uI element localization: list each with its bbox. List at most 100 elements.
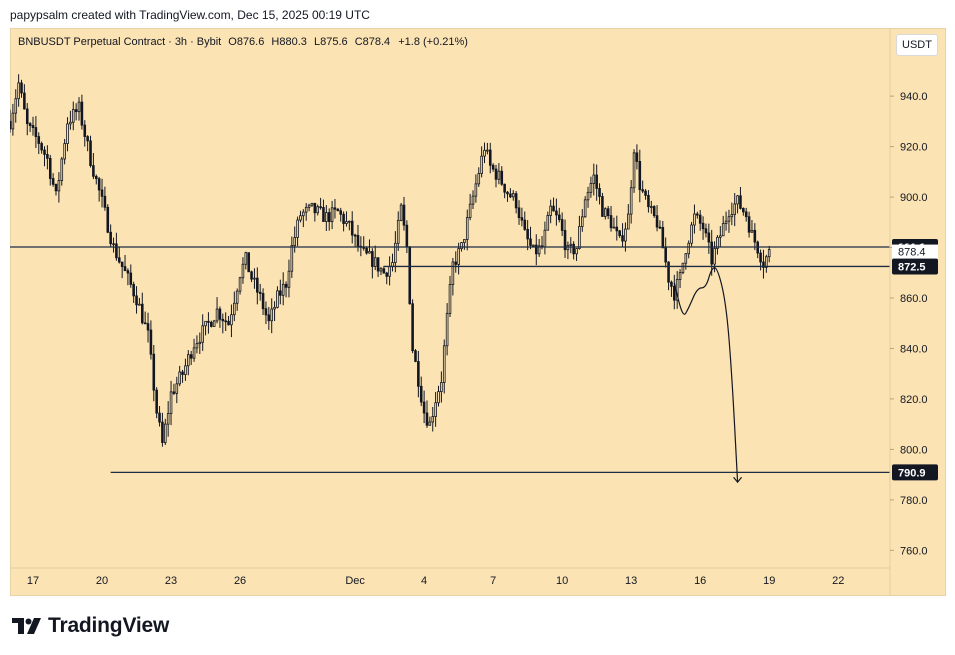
candle-body bbox=[83, 124, 87, 137]
candle-body bbox=[158, 412, 161, 423]
candle-body bbox=[319, 206, 322, 209]
candle bbox=[313, 202, 317, 222]
candle bbox=[710, 229, 713, 276]
time-axis[interactable]: 17 20 23 26 Dec 4 7 10 13 16 19 22 bbox=[10, 567, 890, 587]
chart-pane[interactable] bbox=[10, 28, 946, 596]
candle-body bbox=[189, 354, 193, 359]
candle bbox=[195, 335, 199, 354]
candle-body bbox=[40, 143, 43, 151]
candle-body bbox=[296, 219, 299, 238]
candle-body bbox=[583, 199, 587, 218]
candle bbox=[552, 197, 555, 212]
candle bbox=[74, 103, 78, 121]
candle bbox=[172, 383, 176, 396]
candle bbox=[71, 101, 75, 131]
candle bbox=[244, 251, 248, 270]
candle bbox=[161, 412, 164, 447]
candle-body bbox=[302, 211, 305, 217]
candle bbox=[601, 192, 604, 217]
candle bbox=[350, 211, 354, 244]
legend-change: +1.8 (+0.21%) bbox=[398, 36, 468, 48]
candle-body bbox=[572, 243, 575, 255]
candle-body bbox=[586, 191, 590, 201]
price-axis[interactable]: 760.0780.0800.0820.0840.0860.0880.0900.0… bbox=[889, 28, 938, 596]
candle bbox=[210, 320, 213, 328]
candle-body bbox=[233, 302, 236, 316]
candle bbox=[146, 312, 150, 343]
candle bbox=[641, 180, 644, 194]
candle-body bbox=[497, 170, 501, 180]
candle bbox=[264, 301, 268, 325]
candle bbox=[767, 245, 771, 263]
candle-body bbox=[339, 210, 343, 215]
candle-body bbox=[488, 149, 492, 166]
candle bbox=[431, 406, 435, 432]
y-tick-label: 840.0 bbox=[900, 343, 928, 355]
candle-body bbox=[117, 257, 121, 263]
candle bbox=[598, 183, 601, 205]
candle-body bbox=[696, 213, 699, 216]
freehand-path bbox=[673, 267, 739, 483]
legend-high: H880.3 bbox=[271, 36, 307, 48]
candle-body bbox=[589, 183, 593, 193]
candle bbox=[296, 216, 299, 247]
candle bbox=[28, 122, 32, 133]
legend-exchange: Bybit bbox=[196, 36, 222, 48]
candle-body bbox=[445, 312, 449, 347]
candle-body bbox=[57, 180, 61, 192]
candle-body bbox=[287, 270, 291, 288]
candle-body bbox=[650, 206, 653, 208]
candle bbox=[488, 142, 492, 174]
candle bbox=[650, 200, 653, 214]
candle-body bbox=[146, 323, 150, 331]
candle-body bbox=[707, 232, 711, 243]
candle-body bbox=[652, 206, 656, 217]
candle-body bbox=[97, 178, 101, 191]
candle bbox=[526, 220, 529, 251]
candle bbox=[618, 229, 621, 238]
candle bbox=[267, 306, 271, 330]
candle-body bbox=[161, 421, 164, 443]
candle-body bbox=[517, 207, 521, 218]
freehand-arrow-drawing[interactable] bbox=[673, 267, 743, 484]
candle bbox=[169, 380, 173, 426]
candle bbox=[112, 237, 115, 253]
candle bbox=[215, 297, 219, 324]
candle-body bbox=[253, 277, 256, 280]
candle-body bbox=[762, 261, 765, 268]
candle bbox=[212, 319, 216, 327]
candle bbox=[25, 103, 29, 136]
candle-body bbox=[23, 92, 26, 110]
candle bbox=[299, 210, 302, 223]
candle bbox=[739, 186, 742, 210]
candle-body bbox=[629, 187, 633, 215]
candle-body bbox=[739, 195, 742, 209]
candle-body bbox=[316, 206, 320, 214]
candle-body bbox=[402, 204, 406, 226]
currency-button[interactable]: USDT bbox=[896, 34, 938, 56]
candle bbox=[339, 207, 343, 222]
candles bbox=[10, 74, 771, 447]
x-tick-label: 16 bbox=[694, 575, 706, 587]
candle-body bbox=[20, 82, 23, 94]
candle-body bbox=[724, 220, 728, 224]
tradingview-logo[interactable]: TradingView bbox=[12, 614, 169, 638]
attribution-text: papypsalm created with TradingView.com, … bbox=[10, 8, 370, 22]
candle bbox=[201, 314, 204, 351]
candle-body bbox=[37, 136, 41, 144]
candle bbox=[468, 193, 472, 221]
candle-body bbox=[647, 194, 650, 208]
candle-body bbox=[51, 178, 55, 185]
candle bbox=[100, 178, 104, 208]
candle-body bbox=[60, 158, 64, 181]
candle-body bbox=[721, 223, 725, 237]
candle-body bbox=[716, 236, 719, 249]
candle bbox=[419, 376, 423, 407]
candle-body bbox=[261, 293, 265, 310]
candle-body bbox=[701, 222, 705, 230]
current-price-bg bbox=[892, 244, 938, 259]
candle-body bbox=[212, 320, 216, 327]
candle-body bbox=[80, 101, 84, 126]
